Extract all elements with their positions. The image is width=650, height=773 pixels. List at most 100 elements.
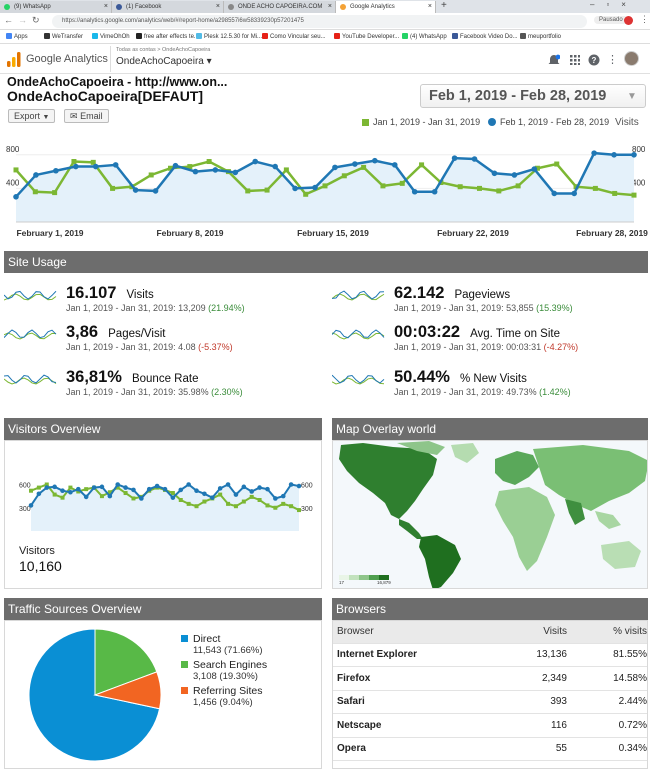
breadcrumb[interactable]: Todas as contas > OndeAchoCapoeira <box>116 47 211 53</box>
data-point-previous[interactable] <box>99 494 104 499</box>
data-point-previous[interactable] <box>264 187 270 193</box>
world-map-panel[interactable]: 17 16,879 <box>332 440 648 589</box>
data-point-current[interactable] <box>60 488 65 493</box>
avatar[interactable] <box>624 51 639 66</box>
data-point-current[interactable] <box>352 161 358 167</box>
metric-pageviews[interactable]: 62.142 Pageviews Jan 1, 2019 - Jan 31, 201… <box>332 284 573 313</box>
pie-slice-search-engines[interactable] <box>94 628 158 696</box>
data-point-previous[interactable] <box>148 172 154 178</box>
table-row[interactable]: Firefox 2,349 14.58% <box>333 666 647 691</box>
data-point-current[interactable] <box>83 494 89 500</box>
data-point-current[interactable] <box>265 486 270 492</box>
data-point-current[interactable] <box>241 484 247 490</box>
data-point-current[interactable] <box>28 503 34 508</box>
browser-tab-analytics[interactable]: Google Analytics × <box>336 1 436 13</box>
data-point-previous[interactable] <box>515 183 521 189</box>
forward-icon[interactable]: → <box>18 15 27 25</box>
data-point-current[interactable] <box>551 190 558 197</box>
close-tab-icon[interactable]: × <box>215 3 220 10</box>
data-point-current[interactable] <box>115 482 121 487</box>
data-point-current[interactable] <box>212 167 219 173</box>
data-point-current[interactable] <box>73 163 79 170</box>
metric-avg-time-on-site[interactable]: 00:03:22 Avg. Time on Site Jan 1, 2019 - J… <box>332 323 578 352</box>
data-point-current[interactable] <box>531 166 538 172</box>
browser-tab-facebook[interactable]: (1) Facebook × <box>112 1 224 13</box>
data-point-previous[interactable] <box>13 167 19 173</box>
data-point-current[interactable] <box>391 162 398 168</box>
data-point-current[interactable] <box>296 483 302 489</box>
data-point-previous[interactable] <box>52 492 57 497</box>
data-point-previous[interactable] <box>206 159 212 165</box>
back-icon[interactable]: ← <box>4 15 13 25</box>
data-point-current[interactable] <box>611 152 617 158</box>
data-point-current[interactable] <box>249 489 255 494</box>
data-point-previous[interactable] <box>241 499 246 504</box>
date-range-picker[interactable]: Feb 1, 2019 - Feb 28, 2019 ▼ <box>420 84 646 108</box>
table-row[interactable]: Internet Explorer 13,136 81.55% <box>333 643 647 667</box>
data-point-current[interactable] <box>411 188 418 195</box>
data-point-current[interactable] <box>312 184 318 191</box>
bookmark-item[interactable]: free after effects te... <box>136 33 199 40</box>
data-point-current[interactable] <box>112 162 119 168</box>
notifications-icon[interactable] <box>548 54 560 66</box>
data-point-previous[interactable] <box>202 499 207 504</box>
data-point-current[interactable] <box>372 157 378 164</box>
data-point-current[interactable] <box>52 484 57 490</box>
data-point-previous[interactable] <box>60 495 65 500</box>
data-point-previous[interactable] <box>84 487 89 492</box>
data-point-previous[interactable] <box>297 508 301 513</box>
data-point-previous[interactable] <box>110 185 116 191</box>
data-point-previous[interactable] <box>186 501 191 506</box>
data-point-current[interactable] <box>75 486 81 492</box>
data-point-previous[interactable] <box>322 183 328 189</box>
data-point-current[interactable] <box>273 496 278 501</box>
help-icon[interactable]: ? <box>588 54 600 66</box>
data-point-previous[interactable] <box>36 485 41 490</box>
metric-bounce-rate[interactable]: 36,81% Bounce Rate Jan 1, 2019 - Jan 31, 2… <box>4 368 243 397</box>
data-point-current[interactable] <box>36 491 42 497</box>
close-tab-icon[interactable]: × <box>103 3 108 10</box>
bookmark-item[interactable]: meuportfolio <box>520 33 561 40</box>
data-point-previous[interactable] <box>249 494 254 499</box>
apps-grid-icon[interactable] <box>570 55 580 65</box>
data-point-current[interactable] <box>280 493 286 499</box>
close-tab-icon[interactable]: × <box>327 3 332 10</box>
data-point-previous[interactable] <box>457 184 463 190</box>
data-point-current[interactable] <box>232 169 239 176</box>
data-point-current[interactable] <box>53 167 59 174</box>
data-point-current[interactable] <box>233 492 239 497</box>
data-point-previous[interactable] <box>218 492 223 497</box>
pie-slice-referring-sites[interactable] <box>93 671 162 710</box>
metric-visits[interactable]: 16.107 Visits Jan 1, 2019 - Jan 31, 2019: … <box>4 284 245 313</box>
data-point-previous[interactable] <box>107 490 112 495</box>
data-point-current[interactable] <box>471 156 478 162</box>
data-point-current[interactable] <box>631 152 637 158</box>
metric-pages-visit[interactable]: 3,86 Pages/Visit Jan 1, 2019 - Jan 31, 201… <box>4 323 233 352</box>
data-point-current[interactable] <box>146 486 152 492</box>
data-point-current[interactable] <box>33 172 39 178</box>
data-point-previous[interactable] <box>419 162 425 168</box>
data-point-previous[interactable] <box>32 189 38 195</box>
data-point-previous[interactable] <box>76 489 81 494</box>
data-point-previous[interactable] <box>90 159 96 165</box>
data-point-previous[interactable] <box>399 180 405 186</box>
data-point-current[interactable] <box>131 487 136 493</box>
property-selector[interactable]: OndeAchoCapoeira ▾ <box>116 56 212 67</box>
data-point-current[interactable] <box>202 491 207 497</box>
data-point-current[interactable] <box>132 187 139 193</box>
data-point-previous[interactable] <box>194 504 199 509</box>
col-visits[interactable]: Visits <box>491 621 571 644</box>
data-point-current[interactable] <box>107 493 113 499</box>
data-point-current[interactable] <box>332 164 338 171</box>
data-point-previous[interactable] <box>245 188 251 194</box>
data-point-current[interactable] <box>257 485 262 490</box>
table-row[interactable]: Opera 55 0.34% <box>333 737 647 761</box>
data-point-current[interactable] <box>288 482 294 487</box>
data-point-current[interactable] <box>99 484 105 490</box>
data-point-previous[interactable] <box>178 498 183 502</box>
new-tab-button[interactable]: + <box>441 0 447 11</box>
data-point-previous[interactable] <box>289 504 294 509</box>
bookmark-item[interactable]: Plesk 12.5.30 for Mi... <box>196 33 262 40</box>
world-map[interactable] <box>333 441 648 589</box>
data-point-previous[interactable] <box>631 192 637 198</box>
